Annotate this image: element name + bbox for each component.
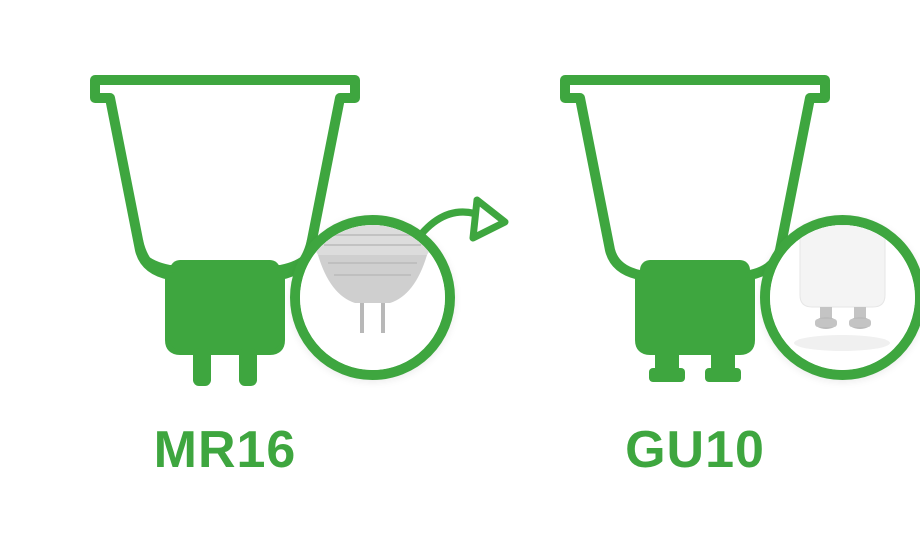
gu10-detail-icon xyxy=(770,225,915,370)
mr16-label: MR16 xyxy=(154,420,297,480)
gu10-detail-circle xyxy=(760,215,920,380)
mr16-detail-circle xyxy=(290,215,455,380)
gu10-panel: GU10 xyxy=(545,60,845,480)
mr16-panel: MR16 xyxy=(75,60,375,480)
gu10-label: GU10 xyxy=(625,420,765,480)
mr16-detail-icon xyxy=(300,225,445,370)
